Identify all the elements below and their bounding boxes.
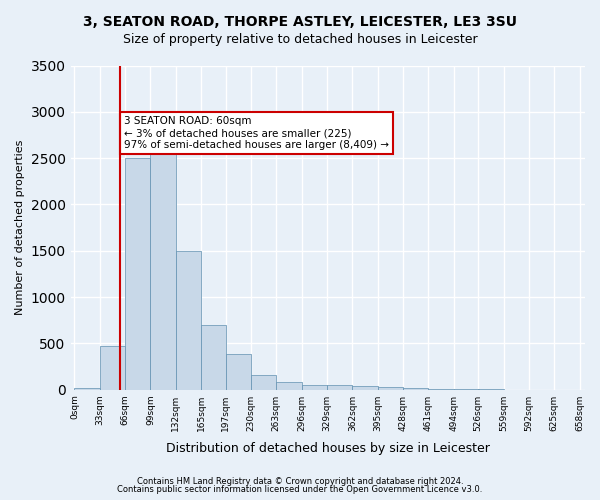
Bar [352, 386, 377, 390]
Bar [100, 346, 125, 390]
X-axis label: Distribution of detached houses by size in Leicester: Distribution of detached houses by size … [166, 442, 490, 455]
Bar [428, 388, 454, 390]
Bar [377, 387, 403, 390]
Bar [251, 376, 277, 390]
Text: 3, SEATON ROAD, THORPE ASTLEY, LEICESTER, LE3 3SU: 3, SEATON ROAD, THORPE ASTLEY, LEICESTER… [83, 15, 517, 29]
Bar [201, 325, 226, 390]
Bar [176, 250, 201, 390]
Bar [125, 158, 151, 390]
Bar [327, 385, 352, 390]
Text: 3 SEATON ROAD: 60sqm
← 3% of detached houses are smaller (225)
97% of semi-detac: 3 SEATON ROAD: 60sqm ← 3% of detached ho… [124, 116, 389, 150]
Bar [277, 382, 302, 390]
Text: Contains HM Land Registry data © Crown copyright and database right 2024.: Contains HM Land Registry data © Crown c… [137, 477, 463, 486]
Y-axis label: Number of detached properties: Number of detached properties [15, 140, 25, 316]
Bar [403, 388, 428, 390]
Text: Size of property relative to detached houses in Leicester: Size of property relative to detached ho… [122, 32, 478, 46]
Bar [74, 388, 100, 390]
Bar [151, 128, 176, 390]
Text: Contains public sector information licensed under the Open Government Licence v3: Contains public sector information licen… [118, 484, 482, 494]
Bar [226, 354, 251, 390]
Bar [302, 384, 327, 390]
